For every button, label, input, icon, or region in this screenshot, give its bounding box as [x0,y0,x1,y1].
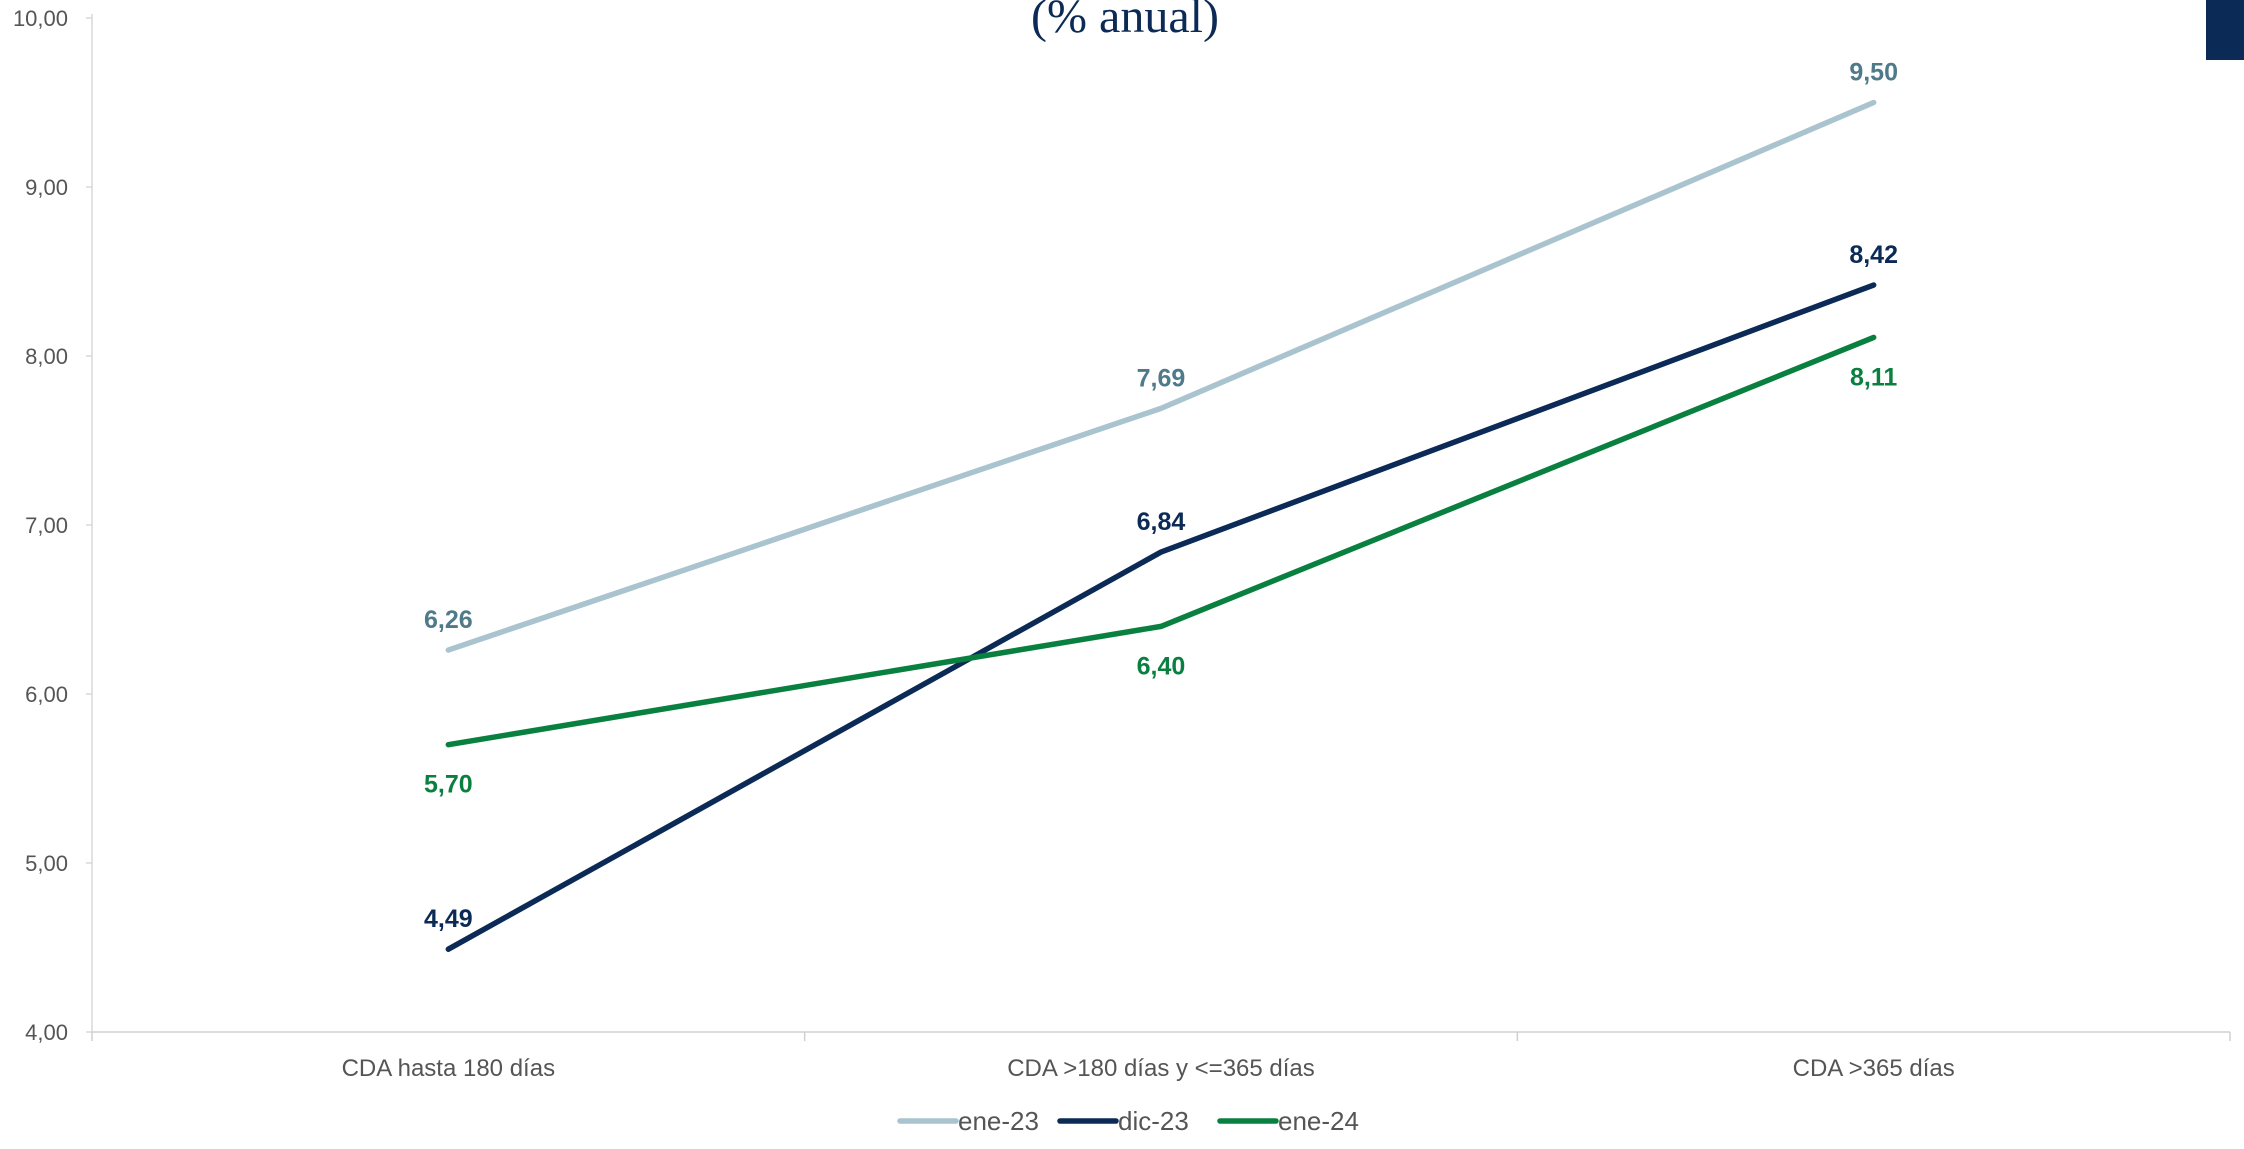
legend-label-dic-23: dic-23 [1118,1106,1189,1136]
y-tick-label: 8,00 [25,344,68,369]
x-category-label: CDA hasta 180 días [342,1055,555,1082]
data-label-ene-24: 8,11 [1850,363,1897,391]
y-tick-label: 5,00 [25,851,68,876]
legend: ene-23 dic-23 ene-24 [897,1106,1359,1136]
y-tick-label: 9,00 [25,175,68,200]
data-label-ene-23: 6,26 [424,606,473,634]
axes: 4,00 5,00 6,00 7,00 8,00 9,00 10,00 CDA hasta 1… [13,6,2231,1082]
data-label-ene-24: 6,40 [1137,652,1186,680]
data-labels: 6,26 7,69 9,50 4,49 6,84 8,42 5,70 6,40 8,11 [424,59,1898,934]
data-label-dic-23: 8,42 [1849,241,1898,269]
series-line-ene-24 [445,334,1877,748]
chart-title: (% anual) [1031,0,1219,43]
legend-label-ene-24: ene-24 [1278,1106,1359,1136]
y-tick-label: 10,00 [13,6,68,31]
x-category-label: CDA >365 días [1793,1055,1955,1082]
data-label-dic-23: 4,49 [424,905,473,933]
y-tick-label: 6,00 [25,682,68,707]
data-label-ene-23: 7,69 [1137,364,1186,392]
series-line-ene-23 [445,99,1877,653]
data-label-ene-23: 9,50 [1849,59,1898,87]
legend-label-ene-23: ene-23 [958,1106,1039,1136]
series-group [445,99,1877,952]
series-line-dic-23 [445,282,1877,952]
y-tick-label: 4,00 [25,1020,68,1045]
y-tick-label: 7,00 [25,513,68,538]
x-category-label: CDA >180 días y <=365 días [1007,1055,1315,1082]
corner-decoration [2206,0,2244,60]
data-label-dic-23: 6,84 [1137,508,1186,536]
data-label-ene-24: 5,70 [424,771,473,799]
